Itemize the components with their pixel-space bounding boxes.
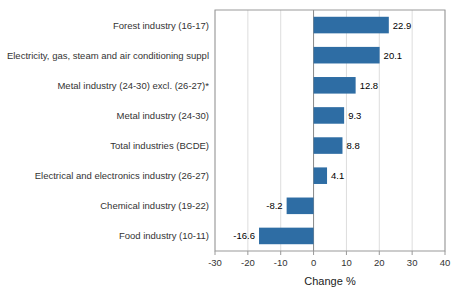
bar [287,198,314,215]
category-label: Food industry (10-11) [119,230,209,241]
category-label: Electricity, gas, steam and air conditio… [7,50,209,61]
category-label: Metal industry (24-30) excl. (26-27)* [57,80,209,91]
x-tick [215,251,216,255]
bars [259,17,389,244]
x-tick [346,251,347,255]
grid-line [379,10,380,251]
grid-line [346,10,347,251]
x-tick-label: -10 [274,257,288,268]
chart: Food industry (10-11) Chemical industry (… [0,0,459,293]
bar [314,167,327,184]
data-label: -16.6 [233,230,255,241]
category-label: Forest industry (16-17) [113,20,209,31]
x-tick-label: 30 [407,257,418,268]
data-label: 4.1 [331,170,344,181]
x-axis-label: Change % [304,275,356,287]
x-tick [280,251,281,255]
data-labels: -16.6 -8.2 4.1 8.8 9.3 12.8 20.1 22.9 [233,20,411,242]
x-tick [445,251,446,255]
data-label: 8.8 [346,140,359,151]
data-label: 9.3 [348,110,361,121]
category-label: Electrical and electronics industry (26-… [35,170,209,181]
data-label: 20.1 [384,50,403,61]
bar [314,77,356,94]
y-tick-labels: Food industry (10-11) Chemical industry (… [7,20,209,242]
data-label: 22.9 [393,20,412,31]
x-tick [412,251,413,255]
data-label: 12.8 [360,80,379,91]
bar [314,107,345,124]
category-label: Chemical industry (19-22) [100,200,209,211]
grid-line [280,10,281,251]
category-label: Total industries (BCDE) [110,140,209,151]
x-axis: -30 -20 -10 0 10 20 30 40 [208,251,450,268]
grid-line [313,10,314,251]
bar [314,47,380,64]
bar [259,228,314,245]
x-tick [379,251,380,255]
x-tick-label: -20 [241,257,255,268]
grid-line [412,10,413,251]
x-tick [313,251,314,255]
x-tick [247,251,248,255]
grid-line [247,10,248,251]
bar [314,17,389,34]
grid [215,10,445,251]
x-tick-label: 10 [341,257,352,268]
x-tick-label: 20 [374,257,385,268]
x-tick-label: -30 [208,257,222,268]
bar [314,137,343,154]
data-label: -8.2 [266,200,282,211]
x-tick-label: 40 [440,257,451,268]
category-label: Metal industry (24-30) [117,110,209,121]
plot-frame [215,10,445,251]
x-tick-label: 0 [311,257,316,268]
